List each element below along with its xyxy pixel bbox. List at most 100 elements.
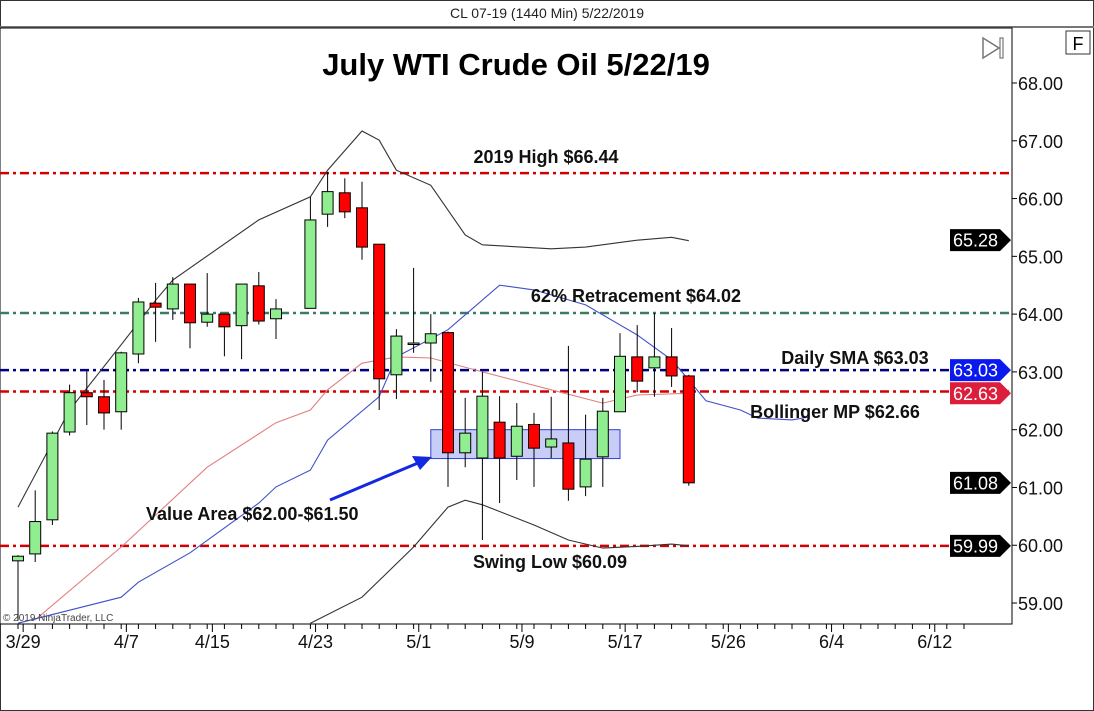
y-tick-label: 66.00 (1018, 190, 1063, 210)
price-flag-label: 62.63 (953, 384, 998, 404)
candle-body (63, 392, 76, 433)
candle-body (682, 375, 695, 484)
candle-body (665, 356, 678, 377)
candle-body (304, 219, 317, 309)
candle (252, 271, 265, 325)
x-tick-label: 6/12 (917, 632, 952, 652)
candle-body (476, 395, 489, 459)
candle-body (338, 192, 351, 213)
y-tick-label: 61.00 (1018, 478, 1063, 498)
candle (459, 397, 472, 468)
candle-body (46, 432, 59, 521)
candle-body (424, 333, 437, 344)
candle (493, 396, 506, 504)
candle (218, 313, 231, 357)
candle (184, 283, 196, 349)
moving-average-line (17, 284, 810, 624)
price-flag-shape (950, 229, 1011, 252)
candle (390, 329, 403, 400)
candle-body (562, 442, 575, 490)
price-flag: 61.08 (950, 471, 1011, 494)
candle (476, 371, 489, 541)
candle-body (442, 332, 454, 454)
candle-body (12, 555, 24, 562)
candle (63, 384, 76, 436)
x-tick-label: 5/9 (509, 632, 534, 652)
candle (356, 181, 368, 260)
price-flag: 59.99 (950, 534, 1011, 557)
candle (201, 273, 214, 327)
price-flags: 65.28 63.03 62.63 61.08 59.99 (950, 229, 1011, 557)
candle-body (579, 458, 592, 488)
y-tick-label: 63.00 (1018, 363, 1063, 383)
candle (166, 277, 179, 320)
candle (579, 414, 592, 497)
f-button[interactable]: F (1065, 30, 1091, 55)
skip-to-end-icon (982, 36, 1001, 60)
y-tick-label: 59.00 (1018, 594, 1063, 614)
candle (424, 314, 437, 382)
f-button-box (1065, 30, 1091, 55)
candle-body (201, 313, 214, 323)
chart-header: CL 07-19 (1440 Min) 5/22/2019 (450, 5, 644, 21)
candle (98, 379, 110, 430)
candle (510, 403, 523, 480)
skip-to-end-button[interactable] (982, 36, 1004, 60)
x-tick-label: 6/4 (819, 632, 844, 652)
candle (631, 325, 644, 393)
candle (665, 327, 678, 387)
candle (235, 283, 248, 360)
x-tick-label: 3/29 (6, 632, 41, 652)
plot-area (0, 27, 1013, 625)
price-levels (0, 171, 1012, 548)
candle (115, 351, 128, 430)
candle-body (493, 421, 506, 459)
y-tick-label: 65.00 (1018, 247, 1063, 267)
candle-body (390, 335, 403, 376)
price-flag-label: 59.99 (953, 536, 998, 556)
annotation-daily-sma: Daily SMA $63.03 (781, 348, 928, 368)
candle-body (510, 425, 523, 457)
price-flag-shape (950, 471, 1011, 494)
y-tick-label: 64.00 (1018, 305, 1063, 325)
y-tick-label: 60.00 (1018, 536, 1063, 556)
candle-body (373, 243, 386, 380)
bollinger-lower-line (310, 499, 689, 624)
price-flag: 62.63 (950, 382, 1011, 405)
candle (149, 282, 162, 342)
candle (338, 178, 351, 219)
y-tick-label: 62.00 (1018, 421, 1063, 441)
y-axis: 59.00 60.00 61.00 62.00 63.00 64.00 65.00 66.00… (1012, 74, 1063, 614)
f-button-label: F (1073, 34, 1084, 54)
price-flag-shape (950, 359, 1011, 382)
x-tick-label: 5/1 (406, 632, 431, 652)
candle (270, 299, 282, 339)
candle-body (631, 356, 644, 382)
candle (80, 371, 93, 426)
candle (132, 297, 145, 364)
y-tick-label: 67.00 (1018, 132, 1063, 152)
candle-body (80, 392, 93, 398)
x-tick-label: 5/17 (608, 632, 643, 652)
value-area-arrow (329, 461, 419, 502)
x-tick-label: 4/15 (195, 632, 230, 652)
candle (682, 374, 695, 486)
candle-body (235, 283, 248, 327)
candle-body (528, 423, 540, 449)
x-tick-label: 5/26 (711, 632, 746, 652)
candle (304, 196, 317, 309)
skip-to-end-bar (999, 37, 1004, 59)
candle-body (218, 313, 231, 328)
copyright: © 2019 NinjaTrader, LLC (3, 613, 113, 624)
candle-body (648, 356, 661, 369)
price-flag-shape (950, 534, 1011, 557)
candle-body (614, 355, 626, 413)
candle (614, 333, 626, 413)
candle (442, 331, 454, 487)
chart-title: July WTI Crude Oil 5/22/19 (322, 47, 710, 82)
price-flag-label: 63.03 (953, 361, 998, 381)
candle (562, 345, 575, 501)
annotation-swing-low: Swing Low $60.09 (473, 552, 627, 572)
candles (12, 171, 695, 621)
